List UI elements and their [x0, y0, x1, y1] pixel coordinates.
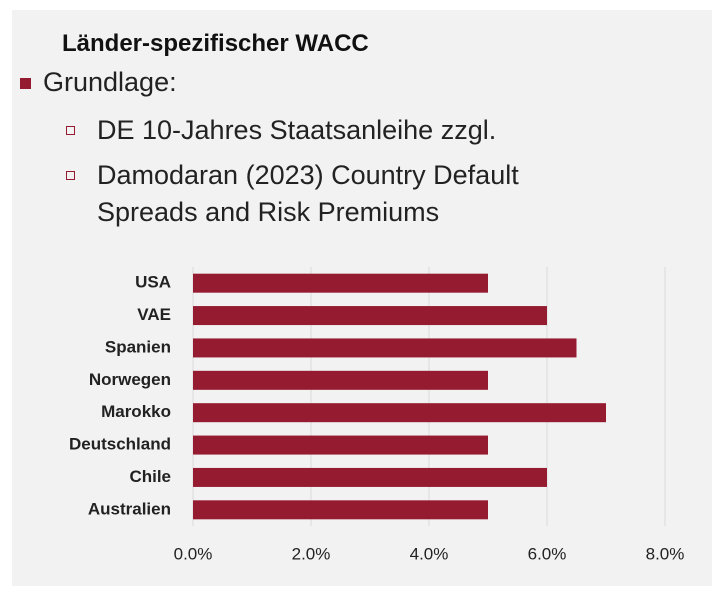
bar: [193, 370, 488, 390]
slide-title: Länder-spezifischer WACC: [62, 30, 369, 57]
y-tick-label: Australien: [88, 499, 171, 518]
bar: [193, 500, 488, 520]
x-tick-label: 4.0%: [410, 544, 449, 563]
y-tick-label: Spanien: [105, 337, 171, 356]
y-tick-label: VAE: [137, 305, 171, 324]
y-tick-label: Norwegen: [89, 370, 171, 389]
y-tick-label: Deutschland: [69, 435, 171, 454]
bar: [193, 338, 577, 358]
slide-background: [12, 10, 712, 586]
x-tick-label: 8.0%: [646, 544, 685, 563]
bar: [193, 306, 547, 326]
bar: [193, 467, 547, 487]
bullet-marker: [20, 78, 31, 89]
sub-bullet-text: DE 10-Jahres Staatsanleihe zzgl.: [97, 115, 497, 145]
x-tick-label: 2.0%: [292, 544, 331, 563]
sub-bullet-marker: [66, 171, 75, 180]
sub-bullet-marker: [66, 126, 75, 135]
bar: [193, 435, 488, 455]
sub-bullet-text: Damodaran (2023) Country Default Spreads…: [97, 160, 519, 227]
x-tick-label: 6.0%: [528, 544, 567, 563]
bullet-text: Grundlage:: [43, 67, 177, 97]
bar: [193, 403, 606, 423]
y-tick-label: Marokko: [101, 402, 171, 421]
y-tick-label: Chile: [129, 467, 171, 486]
x-tick-label: 0.0%: [174, 544, 213, 563]
bar: [193, 273, 488, 293]
y-tick-label: USA: [135, 273, 171, 292]
